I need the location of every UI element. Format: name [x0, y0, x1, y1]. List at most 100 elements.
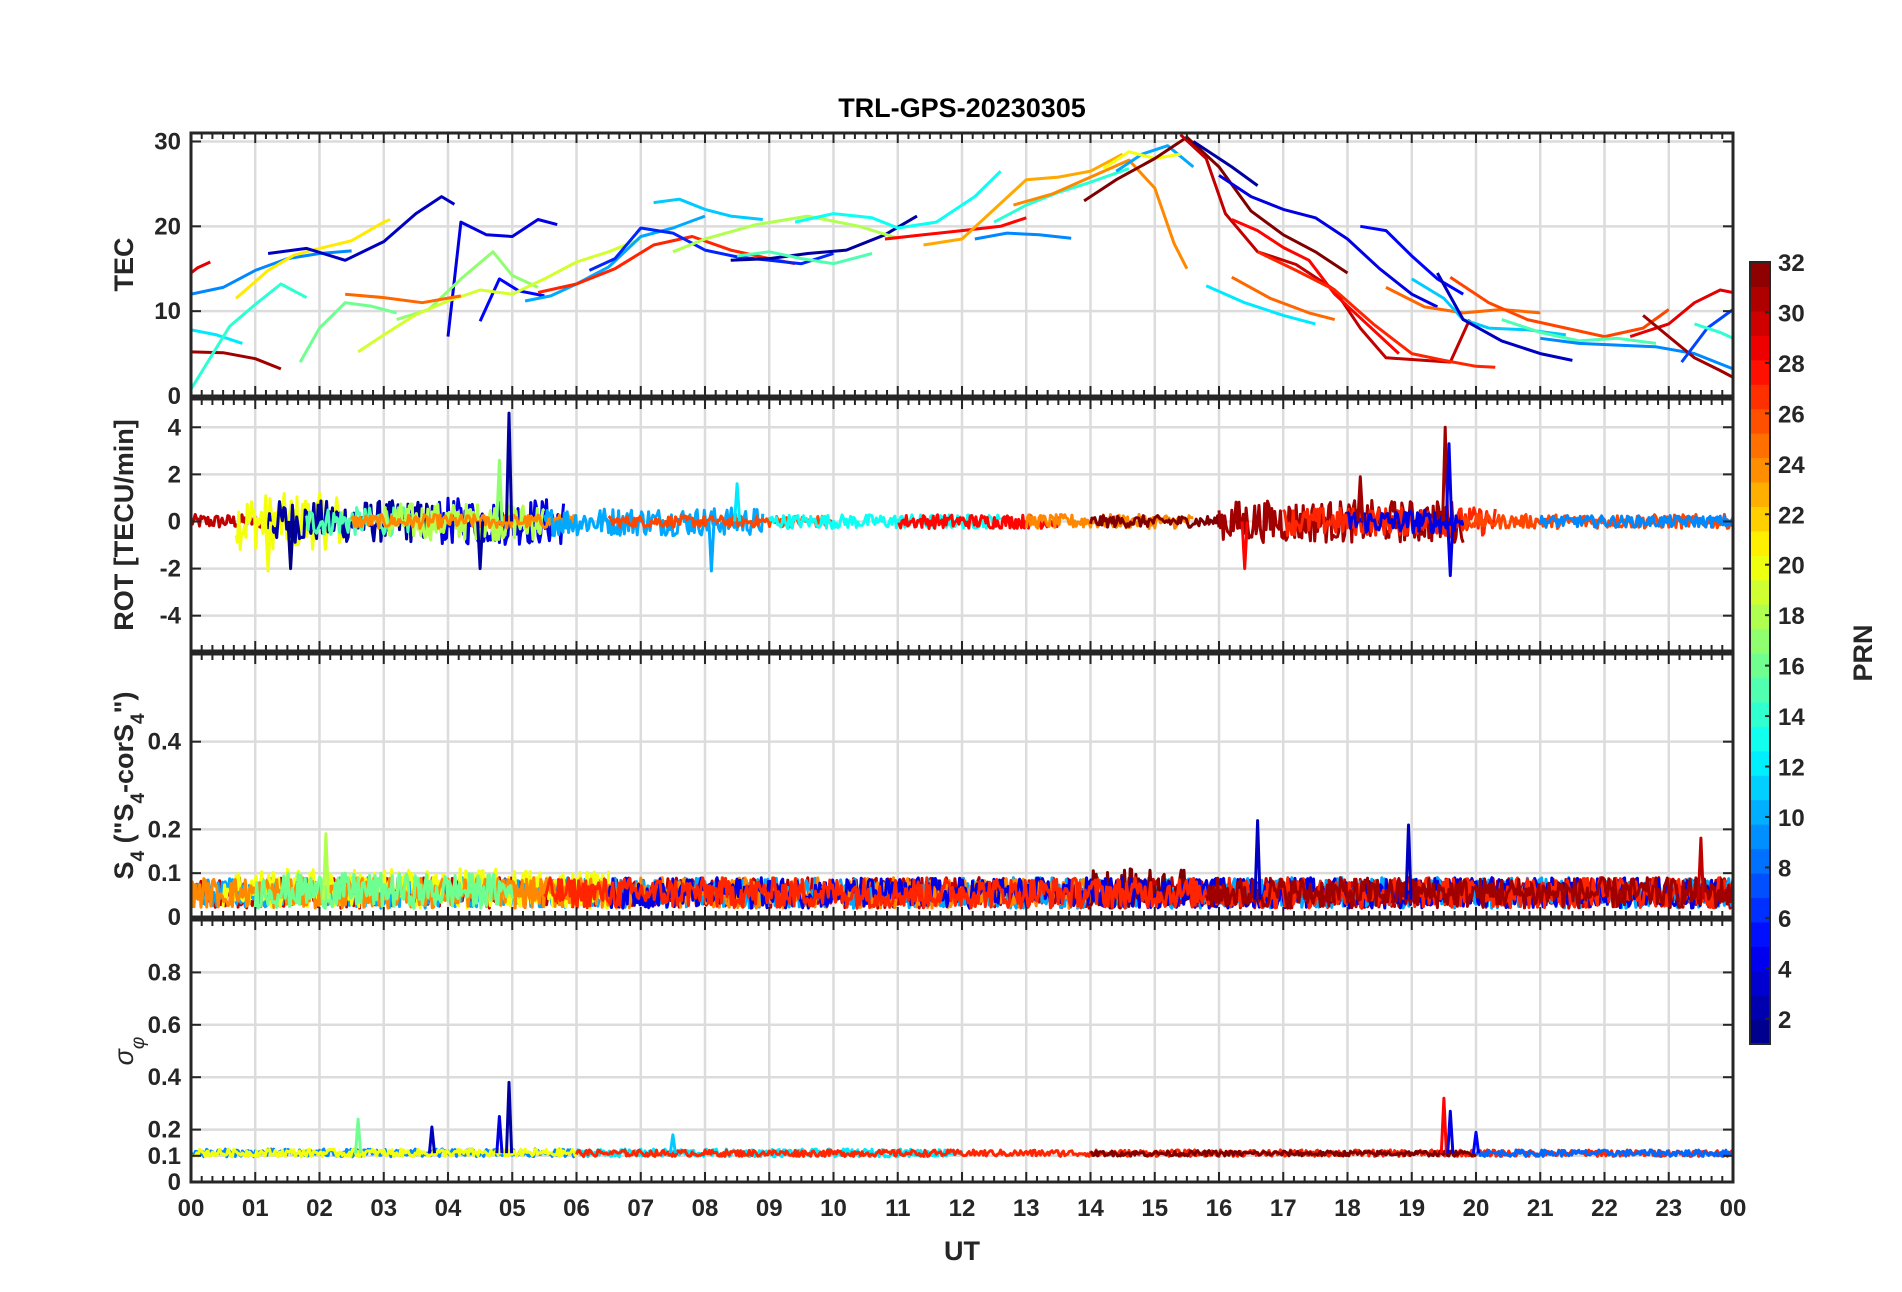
colorbar-segment [1750, 1019, 1770, 1045]
y-axis-label-rot: ROT [TECU/min] [109, 419, 139, 630]
series-prn-3 [1436, 272, 1573, 362]
series-prn-16 [298, 301, 397, 363]
colorbar-tick-label: 28 [1778, 351, 1805, 378]
x-tick-label: 12 [949, 1195, 976, 1222]
y-tick-label: 10 [154, 298, 181, 325]
series-prn-31 [1642, 314, 1733, 379]
spike-prn-2 [505, 411, 514, 522]
s4-data [191, 819, 1733, 910]
colorbar-segment [1750, 995, 1770, 1021]
colorbar-segment [1750, 921, 1770, 947]
colorbar-segment [1750, 897, 1770, 923]
panel-sigma: 00.10.2 0.4 0.6 0.8 σφ 00 01 02 03 04 05 06 07 08 09 10… [109, 918, 1746, 1222]
y-tick-label: 0 [168, 383, 181, 410]
series-prn-15 [736, 250, 873, 266]
tec-data [191, 133, 1733, 390]
colorbar-tick-label: 4 [1778, 956, 1792, 983]
x-tick-label: 13 [1013, 1195, 1040, 1222]
colorbar-tick-label: 18 [1778, 603, 1805, 630]
spike-prn-28 [1240, 521, 1249, 571]
colorbar-segment [1750, 530, 1770, 556]
spike-prn-5 [1471, 1130, 1481, 1154]
series-prn-27 [1256, 250, 1496, 369]
noise-prn-8 [1475, 1148, 1733, 1158]
y-tick-label: 2 [168, 461, 181, 488]
series-prn-2 [730, 214, 918, 262]
series-prn-18 [672, 214, 899, 254]
noise-prn-15 [305, 506, 411, 537]
x-tick-label: 23 [1655, 1195, 1682, 1222]
x-tick-label: 00 [178, 1195, 205, 1222]
y-tick-label: 20 [154, 213, 181, 240]
noise-prn-32 [1089, 1149, 1477, 1158]
colorbar-segment [1750, 726, 1770, 752]
series-prn-23 [923, 152, 1124, 247]
series-prn-4 [1218, 174, 1439, 309]
panel-rot: -4 -2 0 2 4 ROT [TECU/min] [109, 397, 1735, 653]
noise-prn-31 [1204, 876, 1733, 910]
panel-tec: 0 10 20 30 TEC [109, 128, 1735, 410]
x-tick-label: 21 [1527, 1195, 1554, 1222]
x-tick-label: 18 [1334, 1195, 1361, 1222]
noise-prn-16 [253, 871, 514, 910]
colorbar-tick-label: 30 [1778, 300, 1805, 327]
spike-prn-12 [733, 482, 742, 522]
spike-prn-4 [495, 1115, 504, 1154]
x-tick-label: 11 [885, 1195, 910, 1222]
y-axis-label-sigma: σφ [109, 1037, 149, 1066]
y-tick-label: -2 [160, 556, 181, 583]
x-tick-label: 19 [1398, 1195, 1425, 1222]
y-tick-label: 0.2 [148, 1117, 181, 1144]
noise-prn-32 [1089, 514, 1221, 529]
x-tick-label: 16 [1206, 1195, 1233, 1222]
series-prn-25 [1231, 275, 1336, 322]
series-prn-25 [345, 292, 462, 305]
series-prn-13 [794, 170, 1002, 230]
x-tick-label: 10 [820, 1195, 847, 1222]
x-tick-label: 09 [756, 1195, 783, 1222]
series-prn-10 [524, 214, 706, 303]
series-prn-5 [1360, 224, 1464, 296]
series-prn-19 [357, 237, 642, 354]
noise-prn-24 [350, 512, 578, 530]
series-prn-29 [1629, 288, 1733, 339]
series-prn-28 [1231, 218, 1400, 355]
y-tick-label: 0 [168, 1169, 181, 1196]
x-tick-label: 20 [1463, 1195, 1490, 1222]
spike-prn-3 [1404, 823, 1413, 900]
noise-prn-9 [1538, 514, 1733, 529]
colorbar-tick-label: 10 [1778, 805, 1805, 832]
spike-prn-3 [1253, 819, 1262, 900]
x-axis-label: UT [944, 1236, 980, 1266]
series-prn-21 [235, 218, 391, 300]
colorbar-frame [1749, 261, 1771, 1045]
colorbar-segment [1750, 384, 1770, 410]
rot-data [191, 411, 1733, 578]
colorbar-tick-label: 12 [1778, 755, 1805, 782]
y-tick-label: 4 [168, 414, 182, 441]
spike-prn-17 [495, 458, 504, 522]
colorbar-segment [1750, 555, 1770, 581]
series-prn-4 [446, 218, 558, 337]
colorbar-segment [1750, 433, 1770, 459]
y-tick-label: 0 [168, 508, 181, 535]
colorbar-segment [1750, 701, 1770, 727]
series-prn-6 [588, 226, 834, 272]
series-prn-11 [653, 197, 763, 221]
colorbar-segment [1750, 848, 1770, 874]
spike-prn-3 [427, 1125, 436, 1154]
y-tick-label: -4 [160, 603, 182, 630]
colorbar-tick-label: 26 [1778, 401, 1805, 428]
noise-prn-27 [1282, 506, 1497, 537]
spike-prn-18 [321, 832, 330, 900]
spike-prn-10 [707, 521, 716, 573]
series-prn-29 [191, 260, 211, 275]
spike-prn-31 [1356, 475, 1365, 522]
sigma-data [191, 1080, 1733, 1159]
series-prn-12 [1205, 284, 1316, 326]
x-tick-label: 15 [1141, 1195, 1168, 1222]
colorbar-tick-label: 8 [1778, 855, 1791, 882]
colorbar-segment [1750, 335, 1770, 361]
